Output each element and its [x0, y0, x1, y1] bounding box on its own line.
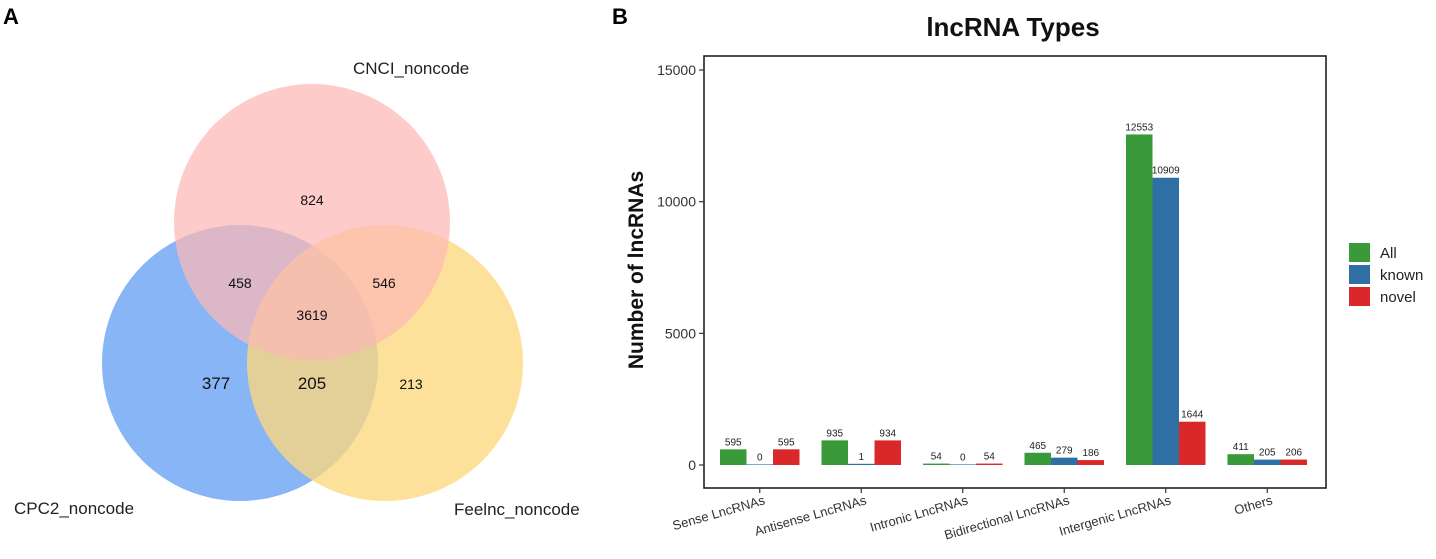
- bar: [874, 440, 901, 465]
- venn-panel: A CNCI_noncode CPC2_noncode Feelnc_nonco…: [3, 4, 580, 519]
- bar: [1024, 452, 1051, 465]
- venn-count-feelnc-only: 213: [399, 376, 423, 392]
- bar-value-label: 279: [1056, 446, 1073, 457]
- legend-label: All: [1380, 245, 1397, 262]
- x-tick-label: Others: [1232, 492, 1274, 517]
- plot-frame: [703, 55, 1327, 489]
- venn-count-cpc2-feelnc: 205: [298, 374, 326, 393]
- venn-count-all-three: 3619: [296, 307, 327, 323]
- bar-value-label: 1644: [1181, 410, 1204, 421]
- bar-value-label: 595: [725, 437, 742, 448]
- venn-count-cnci-cpc2: 458: [228, 275, 252, 291]
- bar-value-label: 934: [879, 428, 896, 439]
- venn-count-cpc2-only: 377: [202, 374, 230, 393]
- legend-swatch: [1349, 243, 1370, 262]
- venn-label-feelnc: Feelnc_noncode: [454, 500, 580, 519]
- y-axis: 0 5000 10000 15000: [657, 62, 704, 473]
- bar: [821, 440, 848, 465]
- venn-label-cnci: CNCI_noncode: [353, 59, 469, 78]
- venn-count-cnci-feelnc: 546: [372, 275, 396, 291]
- bar-chart-panel: B lncRNA Types Number of lncRNAs 0500010…: [612, 4, 1423, 543]
- bar-value-label: 205: [1259, 448, 1276, 459]
- legend-swatch: [1349, 287, 1370, 306]
- bar-value-label: 54: [984, 452, 996, 463]
- bar-value-label: 411: [1233, 442, 1249, 453]
- legend: All known novel: [1349, 243, 1423, 306]
- bar-value-label: 206: [1285, 448, 1302, 459]
- bar-value-label: 12553: [1125, 122, 1153, 133]
- y-tick-label: 10000: [657, 194, 696, 210]
- bar: [949, 464, 976, 465]
- bar-value-label: 0: [757, 452, 763, 463]
- bar-value-label: 10909: [1152, 166, 1180, 177]
- legend-label: novel: [1380, 289, 1416, 306]
- chart-title: lncRNA Types: [926, 12, 1099, 42]
- venn-circle-cnci: [174, 84, 450, 360]
- y-axis-title: Number of lncRNAs: [625, 171, 648, 369]
- bar: [746, 464, 773, 465]
- bar: [1227, 454, 1254, 465]
- bar-value-label: 54: [931, 452, 943, 463]
- bar-value-label: 935: [826, 428, 843, 439]
- venn-count-cnci-only: 824: [300, 192, 324, 208]
- bar-value-label: 465: [1029, 441, 1046, 452]
- bar-value-label: 595: [778, 437, 795, 448]
- bar: [923, 463, 950, 465]
- bar: [848, 463, 875, 465]
- legend-swatch: [1349, 265, 1370, 284]
- bar: [976, 463, 1003, 465]
- y-tick-label: 15000: [657, 62, 696, 78]
- x-tick-label: Antisense LncRNAs: [753, 492, 869, 538]
- x-tick-label: Intergenic LncRNAs: [1057, 492, 1173, 538]
- bar: [773, 449, 800, 465]
- bar-value-label: 1: [858, 452, 864, 463]
- bar: [1051, 457, 1078, 465]
- venn-label-cpc2: CPC2_noncode: [14, 499, 134, 518]
- bar-value-label: 0: [960, 452, 966, 463]
- bars: 595 0 595 935 1 934 54 0 54 465 279 186 12553 10909 16…: [720, 122, 1307, 465]
- bar: [1077, 460, 1104, 465]
- y-tick-label: 0: [688, 457, 696, 473]
- panel-a-letter: A: [3, 4, 19, 29]
- bar: [1254, 459, 1281, 465]
- bar: [1152, 177, 1179, 465]
- legend-label: known: [1380, 267, 1423, 284]
- bar: [1179, 421, 1206, 465]
- y-tick-label: 5000: [665, 325, 696, 341]
- bar: [1126, 134, 1153, 465]
- bar: [1280, 459, 1307, 465]
- bar: [720, 449, 747, 465]
- bar-value-label: 186: [1082, 448, 1099, 459]
- panel-b-letter: B: [612, 4, 628, 29]
